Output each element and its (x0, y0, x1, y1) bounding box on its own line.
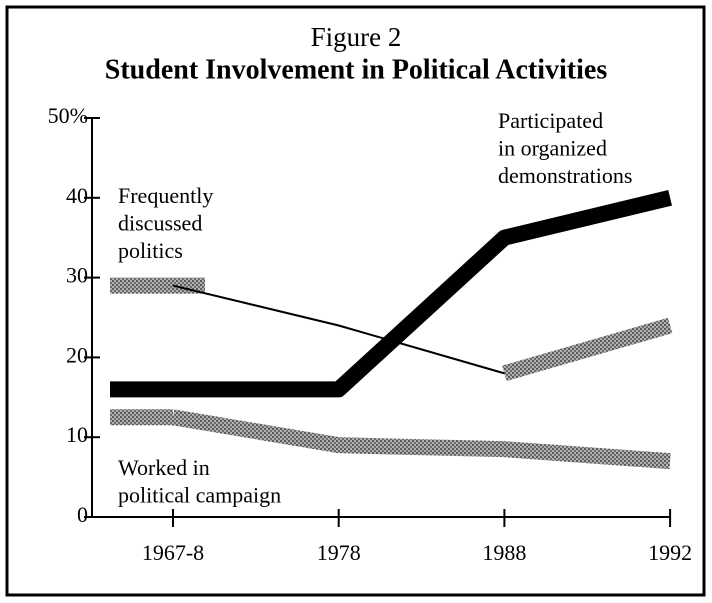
x-tick-label: 1988 (482, 540, 526, 565)
series-label: Frequently (118, 183, 213, 208)
series-label: demonstrations (498, 163, 632, 188)
line-tail (502, 317, 673, 382)
series-label: discussed (118, 211, 202, 236)
series-label: politics (118, 238, 183, 263)
series-line (171, 409, 671, 470)
y-tick-label: 20 (66, 342, 88, 367)
y-tick-label: 10 (66, 422, 88, 447)
frame (5, 5, 706, 597)
x-tick-label: 1978 (317, 540, 361, 565)
y-tick-label: 50% (48, 103, 88, 128)
y-tick-label: 30 (66, 263, 88, 288)
y-tick-label: 0 (77, 502, 88, 527)
x-tick-label: 1967-8 (142, 540, 204, 565)
y-tick-label: 40 (66, 183, 88, 208)
series-label: Worked in (118, 455, 210, 480)
series-label: in organized (498, 136, 607, 161)
chart-title: Figure 2 (311, 22, 402, 52)
chart-subtitle: Student Involvement in Political Activit… (105, 54, 608, 85)
series-label: political campaign (118, 483, 281, 508)
series-label: Participated (498, 108, 603, 133)
series-line (173, 190, 672, 398)
x-tick-label: 1992 (648, 540, 692, 565)
